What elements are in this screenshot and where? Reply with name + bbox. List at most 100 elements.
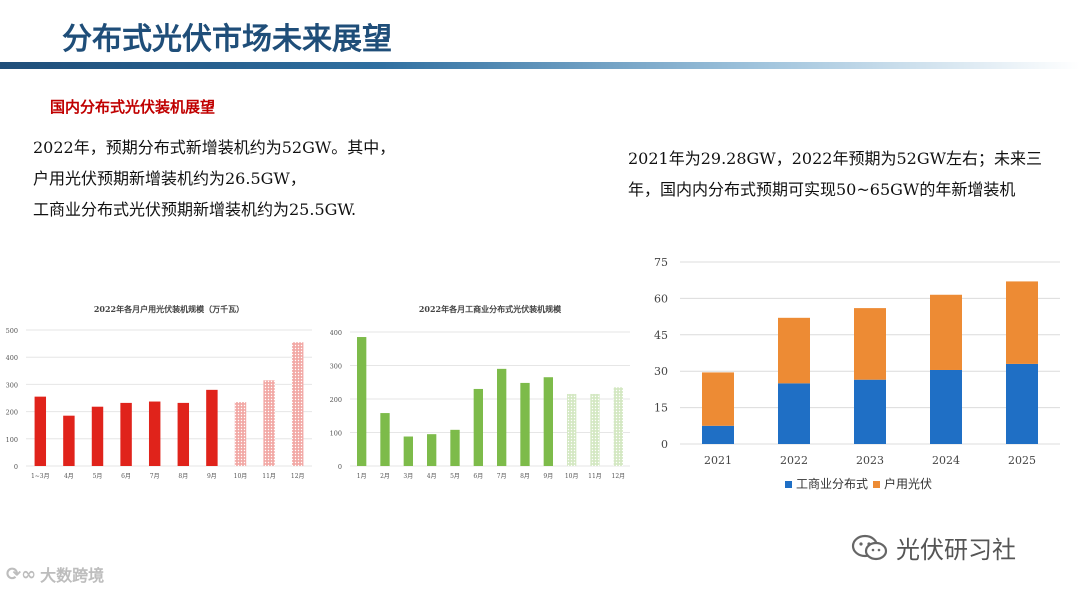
x-tick-label: 11月 (262, 473, 276, 480)
stacked-bar-segment (1006, 281, 1038, 364)
y-tick-label: 300 (6, 381, 18, 389)
x-tick-label: 10月 (565, 473, 579, 480)
x-tick-label: 7月 (150, 473, 160, 480)
x-tick-label: 3月 (403, 473, 413, 480)
bar (91, 406, 104, 466)
bar (263, 380, 275, 466)
right-line-1: 2021年为29.28GW，2022年预期为52GW左右；未来三 (628, 149, 1043, 168)
y-tick-label: 200 (6, 409, 18, 417)
bar (380, 413, 390, 466)
left-paragraph: 2022年，预期分布式新增装机约为52GW。其中， 户用光伏预期新增装机约为26… (33, 132, 395, 225)
bar (357, 337, 367, 466)
stacked-bar-segment (930, 369, 962, 444)
y-tick-label: 60 (654, 292, 668, 305)
bar (148, 401, 161, 466)
x-tick-label: 2024 (932, 454, 960, 467)
x-tick-label: 2022 (780, 454, 808, 467)
watermark-left-text: 大数跨境 (40, 566, 105, 585)
stacked-bar-segment (702, 425, 734, 444)
bar (206, 389, 218, 466)
right-paragraph: 2021年为29.28GW，2022年预期为52GW左右；未来三 年，国内内分布… (628, 143, 1042, 205)
stacked-bar-segment (1006, 363, 1038, 444)
x-tick-label: 7月 (497, 473, 507, 480)
x-tick-label: 4月 (64, 473, 74, 480)
watermark-right: 光伏研习社 (850, 530, 1016, 565)
residential-monthly-chart: 2022年各月户用光伏装机规模（万千瓦） 0 100 200 300 400 500 1~3月… (6, 304, 312, 480)
x-tick-label: 4月 (427, 473, 437, 480)
bar (497, 368, 507, 466)
x-tick-label: 8月 (178, 473, 188, 480)
y-tick-label: 0 (14, 463, 18, 471)
y-tick-label: 200 (330, 396, 342, 404)
stacked-bar-segment (854, 308, 886, 380)
watermark-right-text: 光伏研习社 (896, 536, 1016, 564)
y-tick-label: 400 (6, 354, 18, 362)
page-title: 分布式光伏市场未来展望 (62, 22, 392, 57)
bar (177, 402, 190, 466)
bar (34, 396, 47, 466)
y-tick-label: 400 (330, 329, 342, 337)
y-tick-label: 300 (330, 363, 342, 371)
y-tick-label: 30 (654, 365, 668, 378)
x-tick-label: 6月 (121, 473, 131, 480)
watermark-left: ⟳∞ 大数跨境 (6, 562, 104, 586)
stacked-bar-segment (930, 294, 962, 370)
stacked-bar-segment (854, 379, 886, 444)
bar (120, 402, 132, 466)
title-underline (0, 62, 1080, 69)
legend-swatch (873, 481, 880, 488)
bar (613, 387, 623, 466)
chart-title: 2022年各月户用光伏装机规模（万千瓦） (94, 304, 244, 314)
y-tick-label: 100 (330, 430, 342, 438)
bar (234, 402, 247, 466)
x-tick-label: 2月 (380, 473, 390, 480)
chart-title: 2022年各月工商业分布式光伏装机规模 (419, 304, 562, 314)
stacked-bar-segment (702, 372, 734, 426)
x-tick-label: 1~3月 (31, 473, 50, 480)
left-line-3: 工商业分布式光伏预期新增装机约为25.5GW. (33, 200, 357, 219)
stacked-bar-segment (778, 383, 810, 444)
x-tick-label: 2023 (856, 454, 884, 467)
y-tick-label: 500 (6, 327, 18, 335)
bar (567, 393, 577, 466)
bar (63, 415, 75, 466)
x-tick-label: 12月 (612, 473, 626, 480)
annual-stacked-chart: 0 15 30 45 60 75 2021 2022 2023 2024 2025 工商业分布式 户用光… (654, 256, 1060, 491)
wechat-icon (851, 534, 888, 560)
legend-label: 户用光伏 (884, 476, 932, 491)
y-tick-label: 75 (654, 256, 668, 269)
bar (520, 382, 530, 466)
y-tick-label: 45 (654, 329, 668, 342)
stacked-bar-segment (778, 317, 810, 384)
x-tick-label: 5月 (450, 473, 460, 480)
x-tick-label: 1月 (357, 473, 367, 480)
logo-icon: ⟳∞ (6, 563, 37, 585)
x-tick-label: 9月 (207, 473, 217, 480)
x-tick-label: 2025 (1008, 454, 1036, 467)
x-tick-label: 12月 (291, 473, 305, 480)
section-subtitle: 国内分布式光伏装机展望 (50, 98, 216, 116)
bar (543, 377, 553, 466)
x-tick-label: 6月 (473, 473, 483, 480)
x-tick-label: 8月 (520, 473, 530, 480)
bar (590, 393, 600, 466)
y-tick-label: 15 (654, 402, 668, 415)
x-tick-label: 2021 (704, 454, 732, 467)
legend-label: 工商业分布式 (796, 476, 868, 491)
y-tick-label: 0 (338, 463, 342, 471)
x-tick-label: 5月 (93, 473, 103, 480)
y-tick-label: 100 (6, 436, 18, 444)
legend-swatch (785, 481, 792, 488)
left-line-1: 2022年，预期分布式新增装机约为52GW。其中， (33, 138, 396, 157)
bar (473, 388, 483, 466)
x-tick-label: 10月 (234, 473, 248, 480)
right-line-2: 年，国内内分布式预期可实现50~65GW的年新增装机 (628, 180, 1016, 199)
commercial-monthly-chart: 2022年各月工商业分布式光伏装机规模 0 100 200 300 400 1月 2月 3月 4月… (330, 304, 630, 480)
bar (291, 342, 304, 466)
x-tick-label: 11月 (588, 473, 602, 480)
bar (450, 429, 460, 466)
bar (403, 436, 413, 466)
x-tick-label: 9月 (543, 473, 553, 480)
bar (427, 434, 437, 466)
y-tick-label: 0 (661, 438, 668, 451)
